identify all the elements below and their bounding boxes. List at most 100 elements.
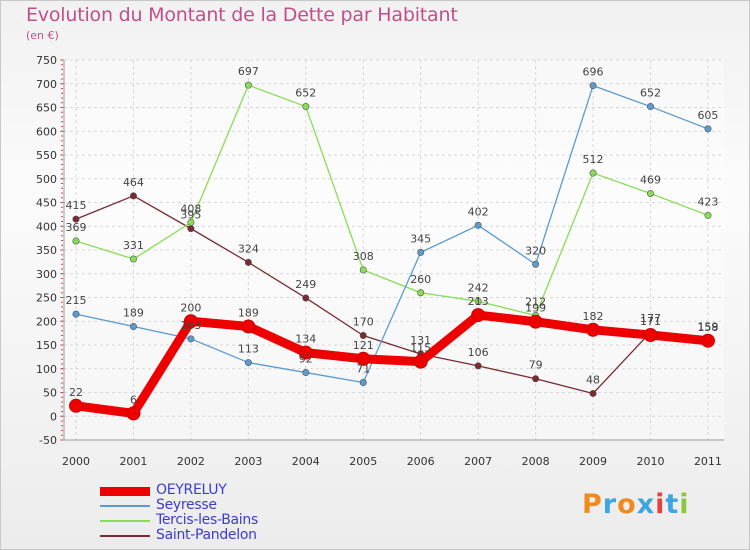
y-minor-tick	[61, 168, 63, 170]
y-minor-tick	[61, 335, 63, 336]
y-tick-label: 500	[36, 173, 57, 186]
data-point-tercis-les-bains	[187, 218, 195, 226]
data-point-seyresse	[129, 322, 137, 330]
data-label-saint-pandelon: 464	[123, 176, 144, 189]
data-point-saint-pandelon	[72, 215, 80, 223]
series-line-saint-pandelon	[75, 195, 709, 395]
data-label-saint-pandelon: 177	[640, 312, 661, 325]
data-point-saint-pandelon	[532, 375, 540, 383]
x-tick-label: 2000	[62, 455, 90, 468]
y-tick-label: 350	[36, 244, 57, 257]
data-label-saint-pandelon: 249	[295, 278, 316, 291]
data-label-tercis-les-bains: 212	[525, 296, 546, 309]
data-label-seyresse: 320	[525, 244, 546, 257]
y-minor-tick	[61, 126, 63, 127]
y-minor-tick	[61, 235, 63, 237]
data-label-seyresse: 113	[238, 343, 259, 356]
data-point-saint-pandelon	[359, 331, 367, 339]
y-tick-label: -50	[39, 434, 57, 447]
y-minor-tick	[61, 354, 63, 355]
y-minor-tick	[61, 145, 63, 146]
y-minor-tick	[61, 192, 63, 194]
data-point-saint-pandelon	[474, 362, 482, 370]
logo-letter: r	[602, 489, 618, 520]
y-minor-tick	[61, 273, 63, 275]
y-minor-tick	[61, 320, 63, 322]
y-minor-tick	[61, 339, 63, 341]
y-minor-tick	[61, 97, 63, 99]
y-minor-tick	[61, 59, 63, 61]
data-label-seyresse: 696	[583, 66, 604, 79]
y-minor-tick	[61, 78, 63, 80]
data-label-saint-pandelon: 106	[468, 346, 489, 359]
data-point-tercis-les-bains	[417, 289, 425, 297]
data-point-oeyreluy	[298, 345, 313, 360]
y-tick-label: 400	[36, 220, 57, 233]
y-minor-tick	[61, 202, 63, 203]
y-minor-tick	[61, 406, 63, 408]
data-label-oeyreluy: 115	[410, 342, 431, 355]
data-point-oeyreluy	[643, 328, 658, 343]
y-minor-tick	[61, 92, 63, 94]
y-minor-tick	[61, 425, 63, 427]
data-label-oeyreluy: 182	[583, 310, 604, 323]
data-point-seyresse	[302, 369, 310, 377]
data-label-oeyreluy: 171	[640, 315, 661, 328]
logo-letter: i	[679, 489, 690, 520]
data-point-oeyreluy	[413, 354, 428, 369]
data-label-tercis-les-bains: 369	[66, 221, 87, 234]
logo-letter: P	[582, 489, 603, 520]
y-minor-tick	[61, 249, 63, 251]
chart-subtitle: (en €)	[26, 29, 59, 42]
y-minor-tick	[61, 154, 63, 156]
x-tick-label: 2010	[637, 455, 665, 468]
y-tick-label: 450	[36, 197, 57, 210]
data-point-seyresse	[359, 379, 367, 387]
data-label-tercis-les-bains: 331	[123, 239, 144, 252]
y-tick-label: 50	[43, 387, 57, 400]
data-label-seyresse: 92	[299, 353, 313, 366]
y-minor-tick	[61, 430, 63, 431]
y-minor-tick	[61, 240, 63, 241]
y-minor-tick	[61, 420, 63, 422]
y-minor-tick	[61, 349, 63, 351]
y-minor-tick	[61, 306, 63, 308]
y-minor-tick	[61, 254, 63, 256]
y-minor-tick	[61, 330, 63, 332]
data-point-oeyreluy	[700, 333, 715, 348]
data-label-seyresse: 605	[697, 109, 718, 122]
y-minor-tick	[61, 83, 63, 85]
data-label-tercis-les-bains: 308	[353, 250, 374, 263]
y-minor-tick	[61, 88, 63, 89]
data-point-tercis-les-bains	[359, 266, 367, 274]
y-minor-tick	[61, 64, 63, 66]
data-label-tercis-les-bains: 697	[238, 65, 259, 78]
y-minor-tick	[61, 434, 63, 436]
legend-swatch	[100, 535, 150, 537]
y-minor-tick	[61, 69, 63, 70]
y-minor-tick	[61, 73, 63, 75]
data-label-seyresse: 652	[640, 87, 661, 100]
data-point-saint-pandelon	[187, 225, 195, 233]
y-minor-tick	[61, 225, 63, 227]
x-tick-label: 2011	[694, 455, 722, 468]
y-minor-tick	[61, 401, 63, 403]
data-label-oeyreluy: 159	[697, 321, 718, 334]
y-tick-label: 300	[36, 268, 57, 281]
data-label-oeyreluy: 189	[238, 306, 259, 319]
data-label-saint-pandelon: 79	[529, 359, 543, 372]
proxiti-logo: Proxiti	[582, 489, 690, 520]
logo-letter: t	[665, 489, 680, 520]
data-label-tercis-les-bains: 652	[295, 87, 316, 100]
y-minor-tick	[61, 311, 63, 313]
y-minor-tick	[61, 301, 63, 303]
y-minor-tick	[61, 221, 63, 222]
data-label-oeyreluy: 199	[525, 302, 546, 315]
data-point-oeyreluy	[356, 351, 371, 366]
logo-letter: o	[617, 489, 637, 520]
y-minor-tick	[61, 287, 63, 289]
data-point-tercis-les-bains	[704, 211, 712, 219]
y-minor-tick	[61, 297, 63, 298]
y-minor-tick	[61, 173, 63, 175]
